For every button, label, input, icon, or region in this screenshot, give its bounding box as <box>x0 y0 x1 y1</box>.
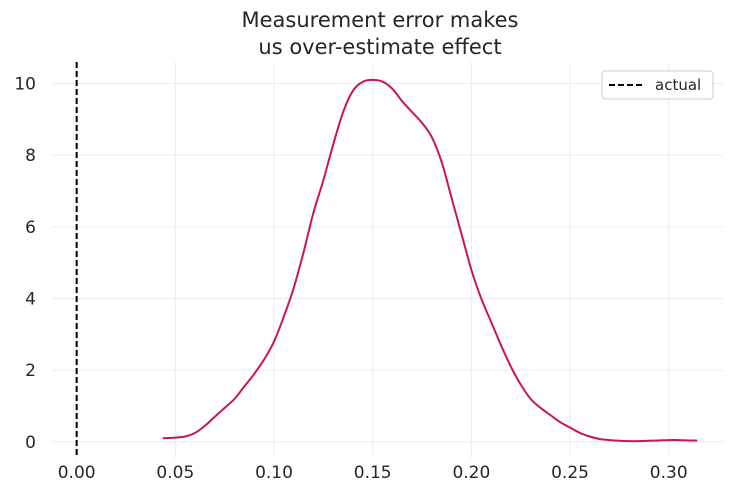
chart-title-line-1: Measurement error makes <box>242 8 519 32</box>
x-tick-label: 0.25 <box>551 463 589 483</box>
density-curve <box>162 78 698 443</box>
y-tick-label: 6 <box>25 218 36 238</box>
x-tick-label: 0.10 <box>255 463 293 483</box>
y-tick-label: 4 <box>25 290 36 310</box>
y-tick-label: 10 <box>14 75 36 95</box>
chart-title-line-2: us over-estimate effect <box>258 35 501 59</box>
y-tick-label: 8 <box>25 146 36 166</box>
y-tick-label: 2 <box>25 361 36 381</box>
legend-box <box>601 70 714 100</box>
legend-actual-label: actual <box>655 76 701 94</box>
tick-labels: 0.00 0.05 0.10 0.15 0.20 0.25 0.30 0 2 4 6 8 10 <box>14 75 687 483</box>
legend: actual <box>601 70 714 100</box>
series <box>162 78 698 443</box>
x-tick-label: 0.20 <box>452 463 490 483</box>
y-tick-label: 0 <box>25 433 36 453</box>
x-tick-label: 0.05 <box>156 463 194 483</box>
gridlines <box>52 62 723 458</box>
x-tick-label: 0.00 <box>58 463 96 483</box>
x-tick-label: 0.15 <box>354 463 392 483</box>
x-tick-label: 0.30 <box>650 463 688 483</box>
